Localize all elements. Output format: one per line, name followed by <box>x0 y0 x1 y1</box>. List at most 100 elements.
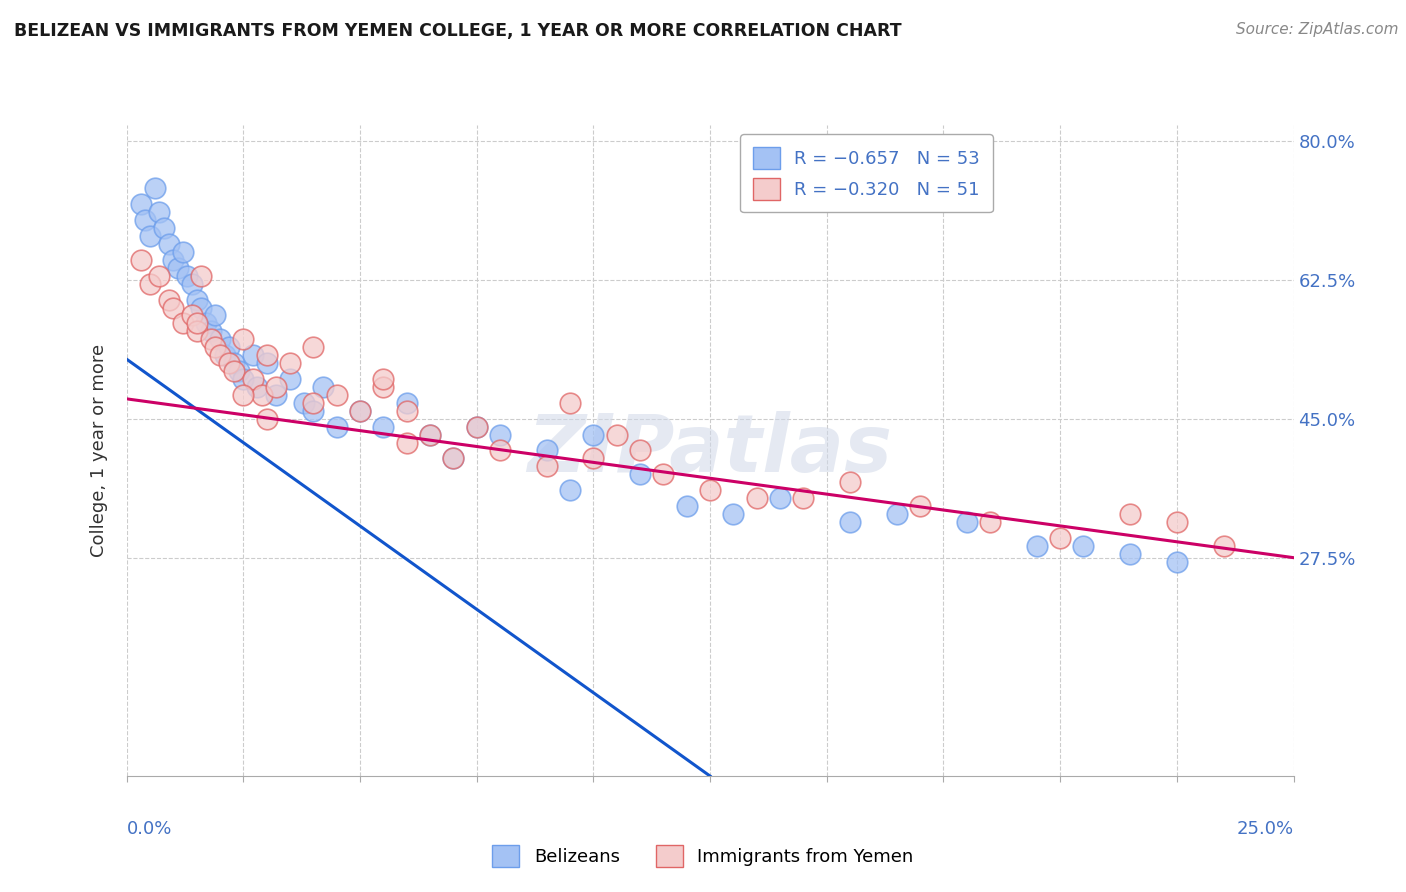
Point <box>1025 539 1047 553</box>
Point <box>419 427 441 442</box>
Point <box>886 507 908 521</box>
Point <box>246 380 269 394</box>
Point <box>208 332 231 346</box>
Point <box>302 403 325 417</box>
Point <box>278 356 301 370</box>
Point <box>180 309 202 323</box>
Point <box>129 252 152 267</box>
Text: Source: ZipAtlas.com: Source: ZipAtlas.com <box>1236 22 1399 37</box>
Point <box>148 205 170 219</box>
Point <box>256 348 278 362</box>
Point <box>200 324 222 338</box>
Point <box>582 427 605 442</box>
Point <box>208 348 231 362</box>
Legend: Belizeans, Immigrants from Yemen: Belizeans, Immigrants from Yemen <box>485 838 921 874</box>
Point <box>325 388 347 402</box>
Point <box>302 340 325 354</box>
Point <box>652 467 675 482</box>
Point <box>218 340 240 354</box>
Point <box>325 419 347 434</box>
Point <box>395 396 418 410</box>
Point <box>489 427 512 442</box>
Point <box>395 403 418 417</box>
Point <box>256 411 278 425</box>
Point <box>373 380 395 394</box>
Point <box>228 364 250 378</box>
Point <box>162 252 184 267</box>
Point <box>214 348 236 362</box>
Text: 0.0%: 0.0% <box>127 820 172 838</box>
Point <box>769 491 792 505</box>
Point <box>232 372 254 386</box>
Point <box>1166 555 1188 569</box>
Point <box>167 260 190 275</box>
Point <box>1119 507 1142 521</box>
Point <box>264 380 287 394</box>
Point <box>558 396 581 410</box>
Point <box>465 419 488 434</box>
Point <box>699 483 721 498</box>
Point <box>148 268 170 283</box>
Point <box>1119 547 1142 561</box>
Point <box>349 403 371 417</box>
Point <box>264 388 287 402</box>
Point <box>675 499 697 513</box>
Point <box>139 229 162 244</box>
Point <box>419 427 441 442</box>
Text: 25.0%: 25.0% <box>1236 820 1294 838</box>
Point <box>186 324 208 338</box>
Point <box>204 309 226 323</box>
Point <box>250 388 273 402</box>
Point <box>134 213 156 227</box>
Point <box>232 388 254 402</box>
Point <box>441 451 464 466</box>
Point <box>204 340 226 354</box>
Point <box>465 419 488 434</box>
Point <box>157 237 180 252</box>
Point <box>176 268 198 283</box>
Point <box>139 277 162 291</box>
Point <box>1166 515 1188 529</box>
Point <box>373 372 395 386</box>
Point <box>292 396 315 410</box>
Point <box>172 244 194 259</box>
Point <box>395 435 418 450</box>
Point <box>222 356 245 370</box>
Point <box>792 491 814 505</box>
Point <box>373 419 395 434</box>
Text: ZIPatlas: ZIPatlas <box>527 411 893 490</box>
Point <box>1212 539 1234 553</box>
Point <box>956 515 979 529</box>
Point <box>1073 539 1095 553</box>
Point <box>190 268 212 283</box>
Point <box>180 277 202 291</box>
Point <box>186 293 208 307</box>
Point <box>218 356 240 370</box>
Point <box>129 197 152 211</box>
Point <box>979 515 1001 529</box>
Point <box>839 515 862 529</box>
Point <box>256 356 278 370</box>
Point <box>172 317 194 331</box>
Point <box>157 293 180 307</box>
Point <box>311 380 333 394</box>
Point <box>222 364 245 378</box>
Point <box>232 332 254 346</box>
Point <box>536 443 558 458</box>
Point <box>143 181 166 195</box>
Point <box>628 443 651 458</box>
Point <box>302 396 325 410</box>
Point <box>190 301 212 315</box>
Point <box>186 317 208 331</box>
Point <box>162 301 184 315</box>
Point <box>278 372 301 386</box>
Point <box>558 483 581 498</box>
Point <box>441 451 464 466</box>
Y-axis label: College, 1 year or more: College, 1 year or more <box>90 344 108 557</box>
Point <box>908 499 931 513</box>
Point <box>723 507 745 521</box>
Point <box>153 221 176 235</box>
Point <box>839 475 862 490</box>
Text: BELIZEAN VS IMMIGRANTS FROM YEMEN COLLEGE, 1 YEAR OR MORE CORRELATION CHART: BELIZEAN VS IMMIGRANTS FROM YEMEN COLLEG… <box>14 22 901 40</box>
Point <box>194 317 217 331</box>
